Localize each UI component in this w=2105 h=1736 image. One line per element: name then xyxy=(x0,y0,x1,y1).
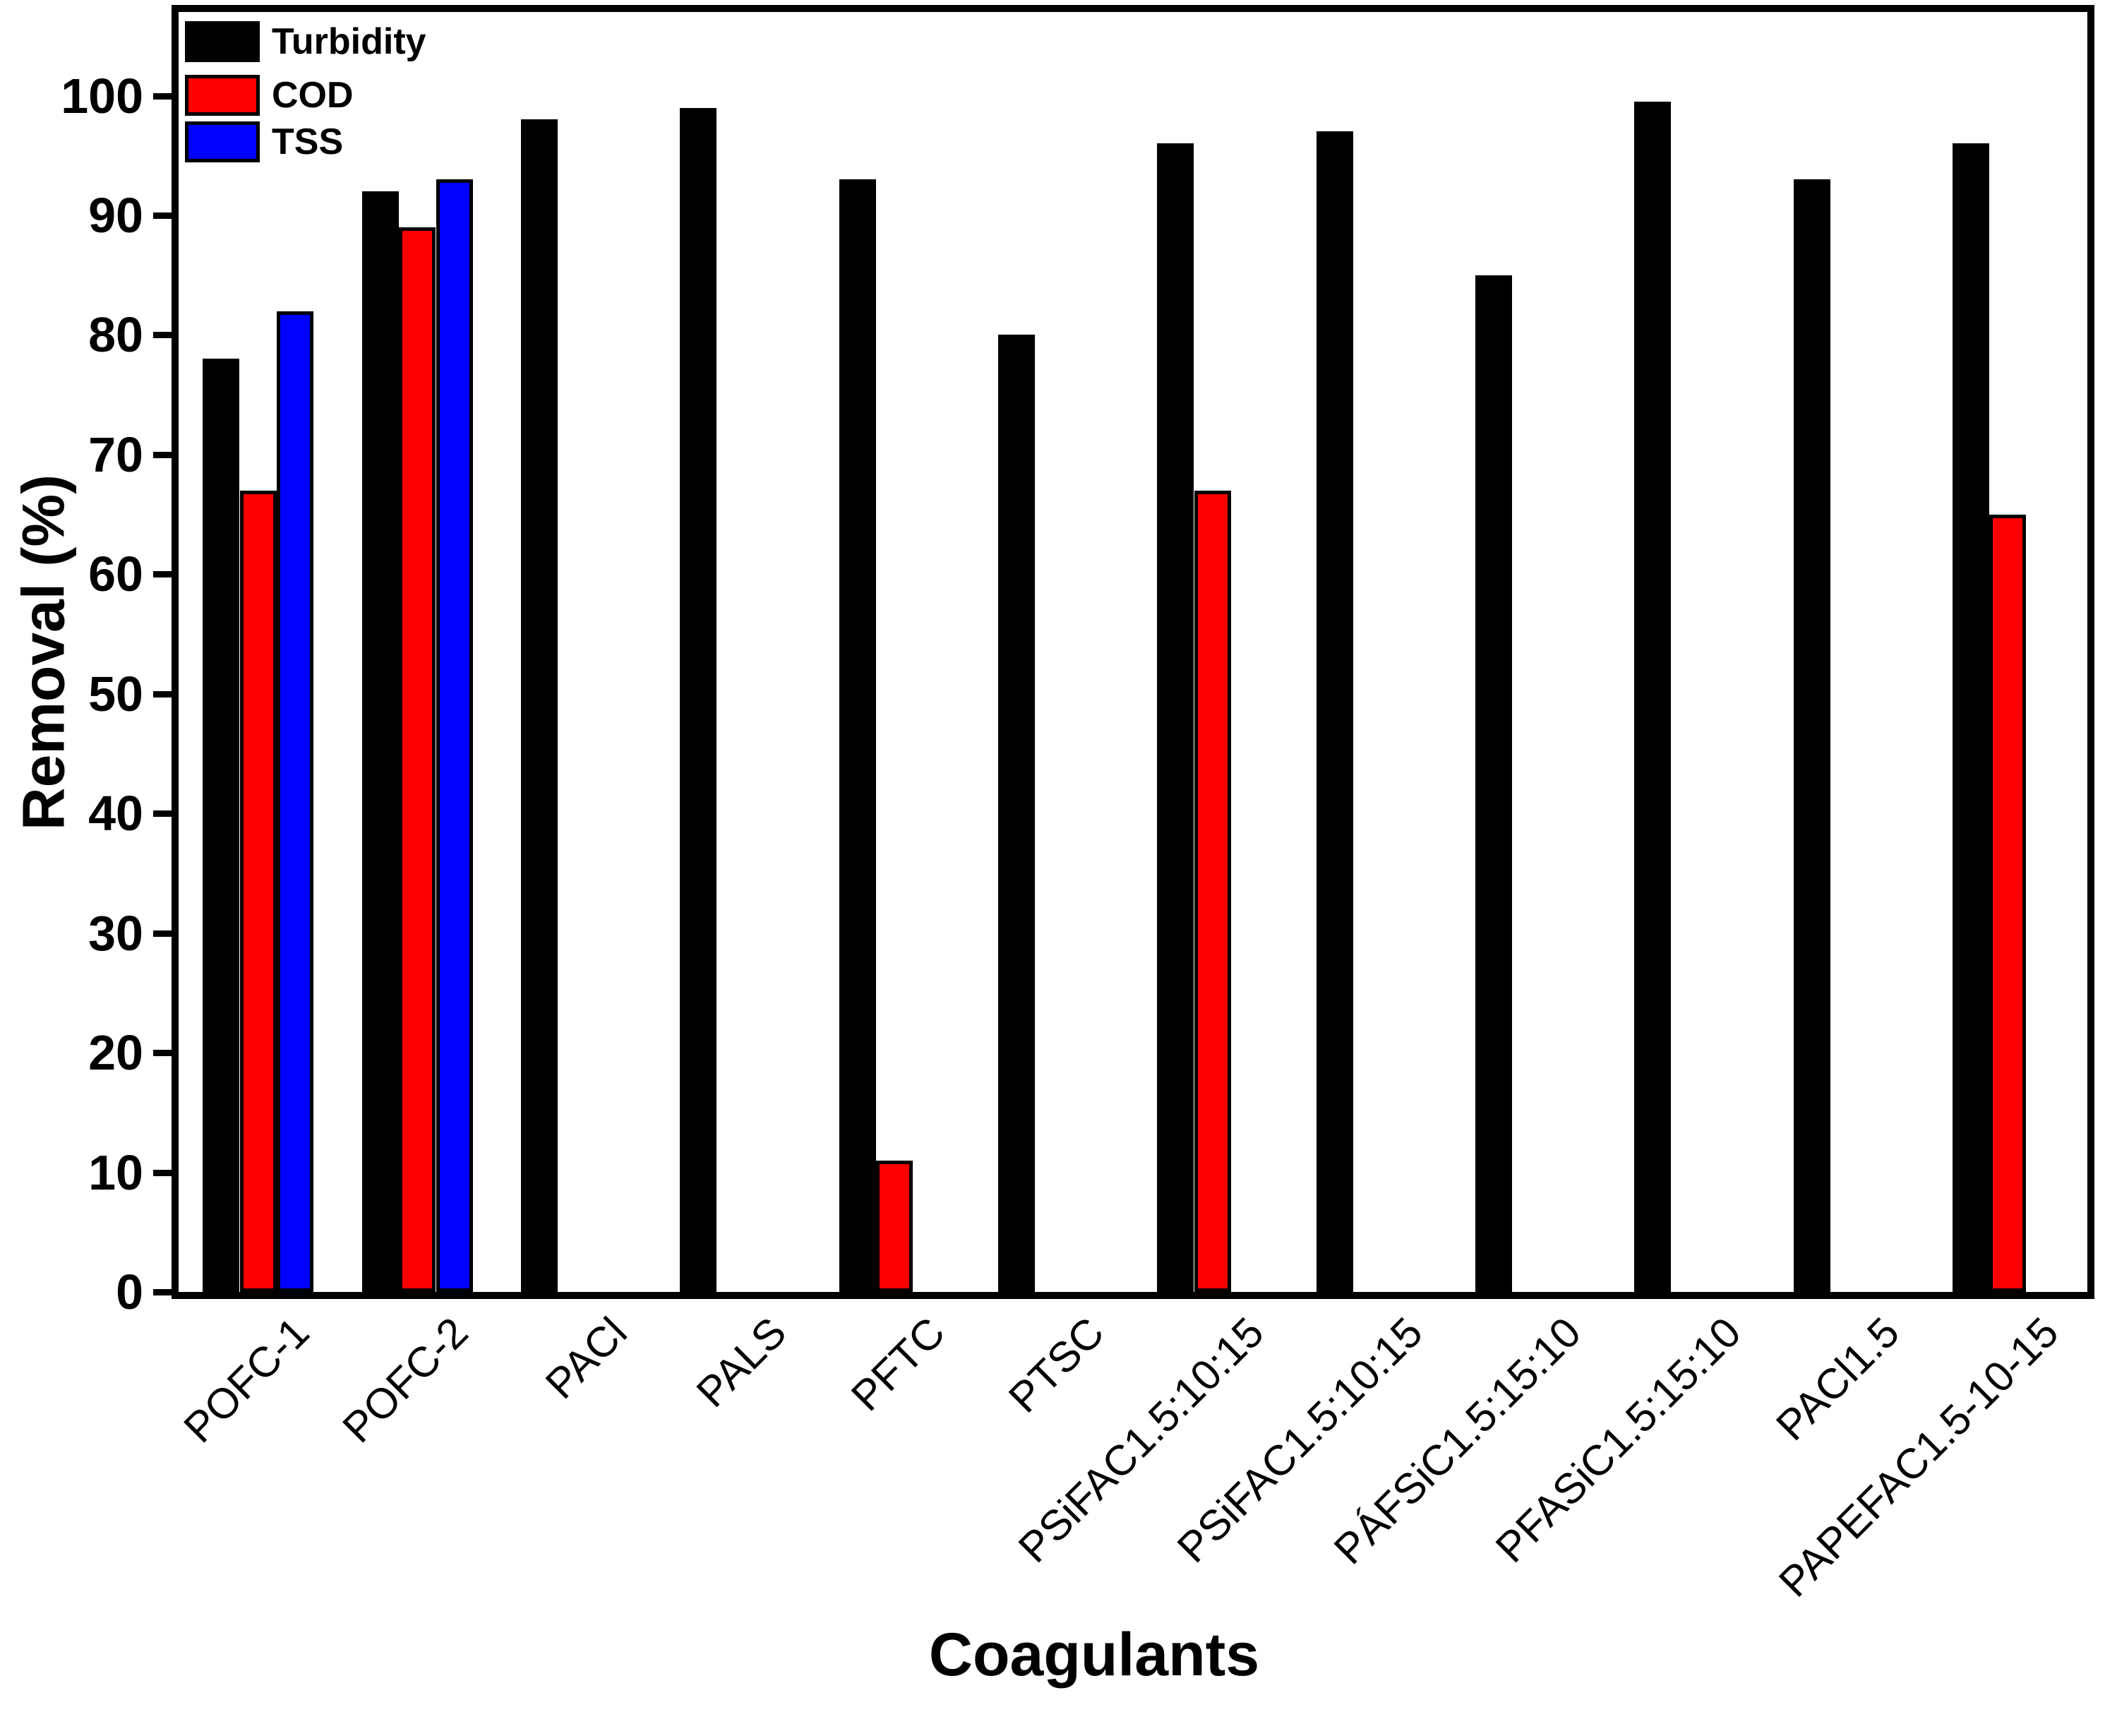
x-category-label-PAPEFAC1.5-10-15: PAPEFAC1.5-10-15 xyxy=(1769,1308,2068,1606)
bar-turbidity-PFASiC1.5:15:10 xyxy=(1634,102,1671,1292)
y-tick-label-20: 20 xyxy=(88,1025,143,1080)
x-category-label-PALS: PALS xyxy=(687,1308,796,1416)
y-tick-label-50: 50 xyxy=(88,666,143,722)
legend-label-cod: COD xyxy=(272,75,354,116)
y-tick-20 xyxy=(153,1050,172,1056)
legend-item-tss: TSS xyxy=(185,121,552,162)
bar-turbidity-PSiFAC1.5:10:15 xyxy=(1157,143,1194,1292)
bar-turbidity-PSiFAC1.5:10:15 xyxy=(1317,131,1353,1292)
x-category-label-PTSC: PTSC xyxy=(1000,1308,1113,1422)
plot-frame xyxy=(172,5,2094,1299)
y-tick-label-70: 70 xyxy=(88,427,143,482)
x-category-label-POFC-1: POFC-1 xyxy=(174,1308,318,1452)
y-tick-40 xyxy=(153,810,172,817)
y-tick-10 xyxy=(153,1170,172,1176)
bar-cod-POFC-2 xyxy=(399,227,436,1292)
bar-turbidity-PFTC xyxy=(839,179,876,1292)
legend-swatch-tss xyxy=(185,121,260,162)
y-tick-label-100: 100 xyxy=(61,68,143,124)
y-tick-90 xyxy=(153,212,172,219)
legend-item-cod: COD xyxy=(185,75,552,116)
bar-tss-POFC-2 xyxy=(436,179,473,1292)
y-tick-label-10: 10 xyxy=(88,1145,143,1200)
bar-cod-PAPEFAC1.5-10-15 xyxy=(1989,515,2026,1292)
y-tick-100 xyxy=(153,93,172,100)
bar-cod-PSiFAC1.5:10:15 xyxy=(1194,491,1231,1292)
y-tick-label-80: 80 xyxy=(88,307,143,362)
y-tick-80 xyxy=(153,332,172,338)
legend-swatch-cod xyxy=(185,75,260,116)
x-category-label-PFTC: PFTC xyxy=(842,1308,954,1420)
bar-turbidity-PACl xyxy=(521,119,558,1292)
y-tick-0 xyxy=(153,1289,172,1295)
y-tick-label-40: 40 xyxy=(88,786,143,841)
bar-turbidity-PAPEFAC1.5-10-15 xyxy=(1953,143,1989,1292)
bar-turbidity-PÁFSiC1.5:15:10 xyxy=(1475,275,1512,1292)
legend-item-turbidity: Turbidity xyxy=(185,21,552,62)
legend-label-tss: TSS xyxy=(272,121,344,162)
y-tick-label-90: 90 xyxy=(88,188,143,243)
bar-turbidity-PALS xyxy=(680,108,716,1292)
bar-turbidity-POFC-1 xyxy=(203,359,239,1292)
y-tick-50 xyxy=(153,691,172,698)
x-category-label-PACl: PACl xyxy=(536,1308,636,1408)
x-category-label-POFC-2: POFC-2 xyxy=(333,1308,477,1452)
legend-swatch-turbidity xyxy=(185,21,260,62)
y-tick-30 xyxy=(153,930,172,937)
y-tick-label-30: 30 xyxy=(88,906,143,961)
y-tick-label-0: 0 xyxy=(116,1264,143,1319)
y-tick-label-60: 60 xyxy=(88,546,143,601)
bar-turbidity-PTSC xyxy=(998,335,1035,1292)
y-tick-60 xyxy=(153,571,172,577)
bar-turbidity-PACl1.5 xyxy=(1794,179,1830,1292)
bar-cod-PFTC xyxy=(876,1161,913,1292)
y-axis-title: Removal (%) xyxy=(10,474,77,831)
x-category-label-PACl1.5: PACl1.5 xyxy=(1767,1308,1909,1450)
bar-tss-POFC-1 xyxy=(277,311,313,1292)
x-axis-title: Coagulants xyxy=(928,1621,1260,1689)
legend-label-turbidity: Turbidity xyxy=(272,21,426,62)
bar-cod-POFC-1 xyxy=(240,491,277,1292)
y-tick-70 xyxy=(153,452,172,458)
bar-turbidity-POFC-2 xyxy=(362,191,399,1292)
